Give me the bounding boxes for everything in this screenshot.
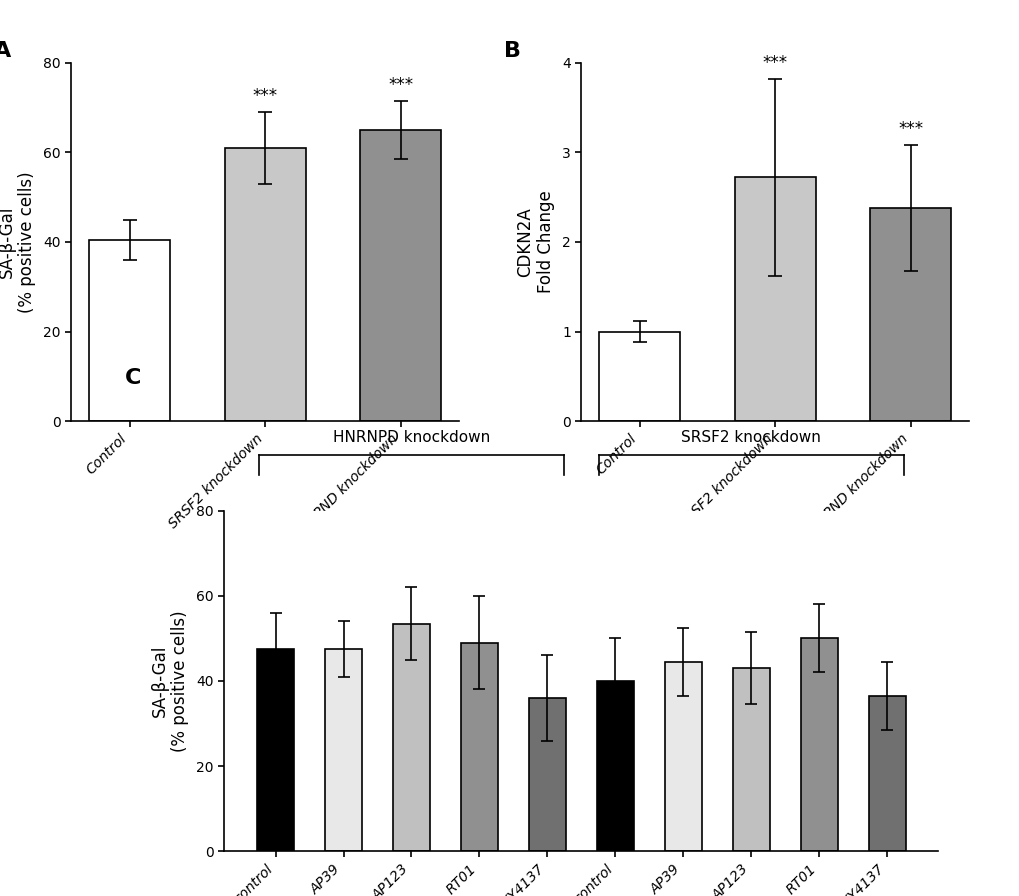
Text: ***: *** <box>898 120 922 138</box>
Bar <box>869 208 951 421</box>
Bar <box>596 681 634 851</box>
Bar <box>360 130 441 421</box>
Text: HNRNPD knockdown: HNRNPD knockdown <box>332 430 489 444</box>
Bar <box>528 698 566 851</box>
Bar <box>868 696 905 851</box>
Text: ***: *** <box>762 54 787 72</box>
Bar <box>257 649 293 851</box>
Bar <box>732 668 769 851</box>
Y-axis label: CDKN2A
Fold Change: CDKN2A Fold Change <box>516 191 554 293</box>
Bar <box>598 332 680 421</box>
Y-axis label: SA-β-Gal
(% positive cells): SA-β-Gal (% positive cells) <box>151 610 190 752</box>
Bar <box>734 177 815 421</box>
Text: ***: *** <box>253 87 277 105</box>
Bar <box>392 624 430 851</box>
Text: ***: *** <box>388 75 413 93</box>
Text: C: C <box>124 367 141 388</box>
Bar <box>664 662 701 851</box>
Bar <box>800 638 838 851</box>
Text: A: A <box>0 41 11 61</box>
Bar <box>461 642 497 851</box>
Text: B: B <box>503 41 521 61</box>
Text: SRSF2 knockdown: SRSF2 knockdown <box>681 430 820 444</box>
Y-axis label: SA-β-Gal
(% positive cells): SA-β-Gal (% positive cells) <box>0 171 37 313</box>
Bar <box>224 148 306 421</box>
Bar <box>324 649 362 851</box>
Bar <box>89 239 170 421</box>
